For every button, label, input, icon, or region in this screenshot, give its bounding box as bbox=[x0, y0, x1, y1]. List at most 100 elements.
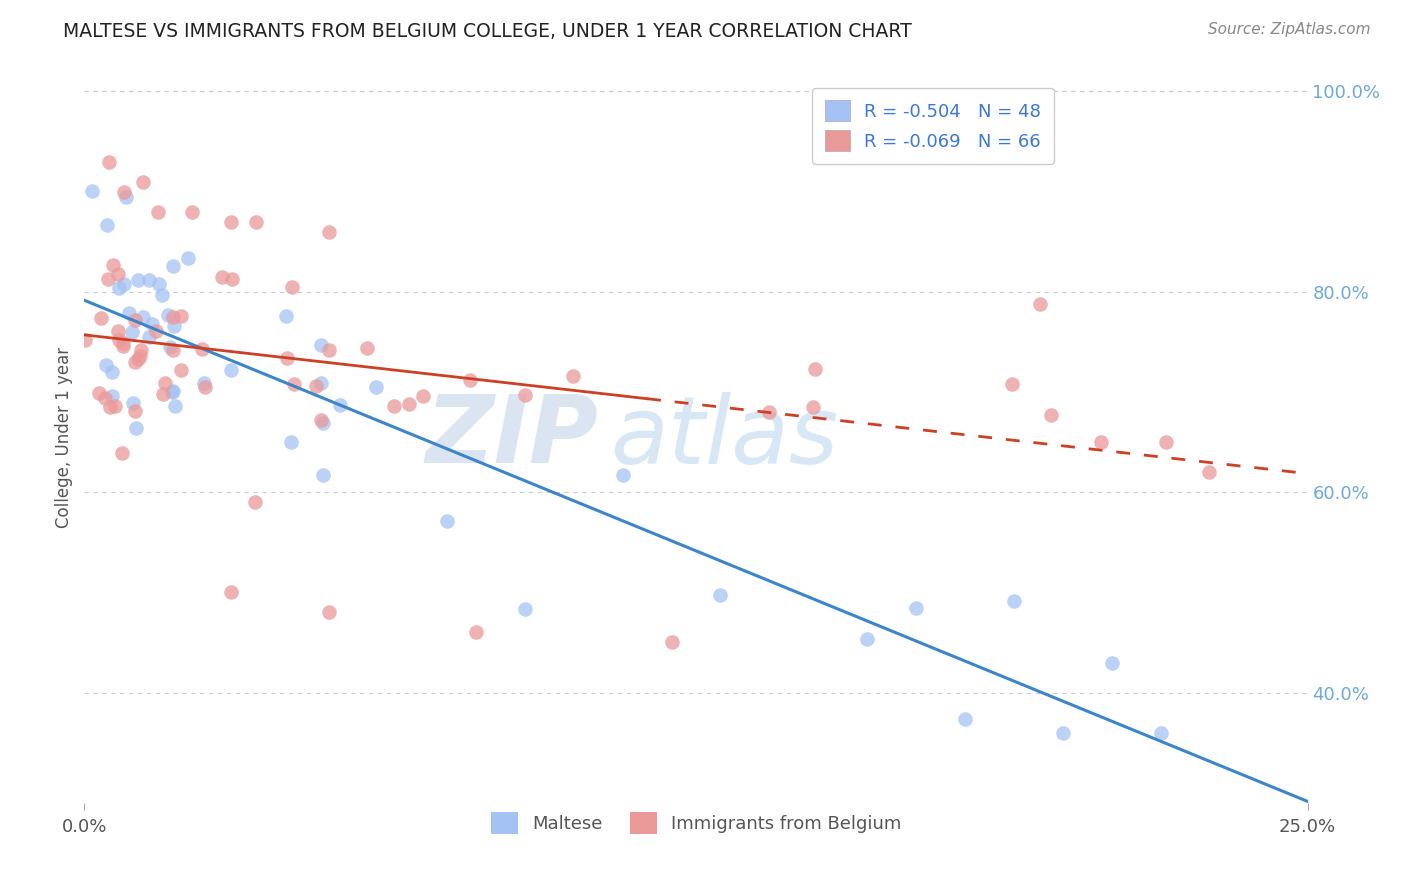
Point bbox=[115, 190, 138, 204]
Point bbox=[243, 495, 266, 509]
Point bbox=[1101, 657, 1123, 671]
Point bbox=[311, 413, 333, 427]
Point bbox=[163, 399, 186, 413]
Point bbox=[1040, 408, 1063, 422]
Point bbox=[283, 376, 305, 391]
Point bbox=[148, 277, 170, 291]
Point bbox=[107, 267, 129, 281]
Point bbox=[194, 380, 217, 394]
Point bbox=[141, 317, 163, 331]
Point bbox=[107, 324, 129, 338]
Point bbox=[112, 335, 135, 350]
Point bbox=[155, 376, 177, 390]
Point bbox=[318, 606, 340, 620]
Point bbox=[132, 175, 155, 189]
Point bbox=[398, 397, 420, 411]
Point bbox=[124, 355, 146, 369]
Point bbox=[145, 324, 167, 338]
Point bbox=[111, 339, 134, 353]
Point bbox=[138, 330, 160, 344]
Point bbox=[305, 378, 328, 392]
Point bbox=[661, 635, 683, 649]
Point bbox=[97, 154, 120, 169]
Point bbox=[274, 309, 297, 323]
Point bbox=[758, 405, 780, 419]
Point bbox=[128, 349, 150, 363]
Point bbox=[1029, 297, 1052, 311]
Point bbox=[146, 204, 169, 219]
Point bbox=[124, 404, 146, 418]
Point bbox=[193, 376, 215, 390]
Point bbox=[181, 204, 204, 219]
Point bbox=[127, 352, 149, 367]
Point bbox=[436, 514, 458, 528]
Point bbox=[211, 270, 233, 285]
Point bbox=[157, 308, 180, 322]
Point bbox=[177, 251, 200, 265]
Point bbox=[162, 384, 184, 398]
Point bbox=[1150, 725, 1173, 739]
Point bbox=[152, 387, 174, 401]
Point bbox=[1198, 465, 1220, 479]
Point bbox=[122, 396, 145, 410]
Point bbox=[90, 310, 112, 325]
Point bbox=[464, 625, 486, 640]
Point bbox=[162, 318, 184, 333]
Point bbox=[170, 309, 193, 323]
Point bbox=[513, 388, 536, 402]
Point bbox=[312, 416, 335, 430]
Point bbox=[311, 468, 333, 483]
Text: MALTESE VS IMMIGRANTS FROM BELGIUM COLLEGE, UNDER 1 YEAR CORRELATION CHART: MALTESE VS IMMIGRANTS FROM BELGIUM COLLE… bbox=[63, 22, 912, 41]
Point bbox=[190, 342, 212, 356]
Point bbox=[366, 380, 388, 394]
Point bbox=[219, 585, 242, 599]
Point bbox=[1002, 594, 1025, 608]
Point bbox=[97, 272, 120, 286]
Point bbox=[138, 272, 160, 286]
Point bbox=[111, 446, 134, 460]
Point bbox=[281, 280, 304, 294]
Point bbox=[169, 363, 191, 377]
Point bbox=[328, 398, 350, 412]
Point bbox=[94, 358, 117, 372]
Point bbox=[276, 351, 298, 366]
Point bbox=[124, 313, 146, 327]
Point bbox=[73, 333, 96, 347]
Point bbox=[162, 259, 184, 273]
Point bbox=[219, 214, 242, 228]
Point bbox=[1154, 435, 1177, 450]
Point bbox=[953, 712, 976, 726]
Point bbox=[112, 277, 135, 292]
Point bbox=[513, 602, 536, 616]
Point bbox=[96, 218, 118, 232]
Point bbox=[458, 373, 481, 387]
Point bbox=[221, 362, 243, 376]
Point bbox=[221, 271, 243, 285]
Point bbox=[856, 632, 879, 647]
Text: Source: ZipAtlas.com: Source: ZipAtlas.com bbox=[1208, 22, 1371, 37]
Point bbox=[562, 369, 585, 384]
Point bbox=[905, 601, 928, 615]
Point bbox=[159, 340, 181, 354]
Y-axis label: College, Under 1 year: College, Under 1 year bbox=[55, 346, 73, 528]
Point bbox=[318, 343, 340, 357]
Point bbox=[129, 343, 152, 358]
Point bbox=[801, 400, 824, 414]
Point bbox=[89, 386, 111, 401]
Point bbox=[318, 225, 340, 239]
Point bbox=[803, 361, 825, 376]
Point bbox=[162, 385, 184, 400]
Point bbox=[1090, 434, 1112, 449]
Point bbox=[80, 185, 103, 199]
Point bbox=[709, 588, 731, 602]
Point bbox=[162, 310, 184, 325]
Point bbox=[311, 338, 333, 352]
Point bbox=[108, 281, 131, 295]
Point bbox=[150, 287, 173, 301]
Point bbox=[104, 399, 127, 413]
Point bbox=[245, 214, 267, 228]
Point bbox=[112, 185, 135, 199]
Point bbox=[382, 399, 405, 413]
Point bbox=[311, 376, 333, 390]
Point bbox=[162, 343, 184, 357]
